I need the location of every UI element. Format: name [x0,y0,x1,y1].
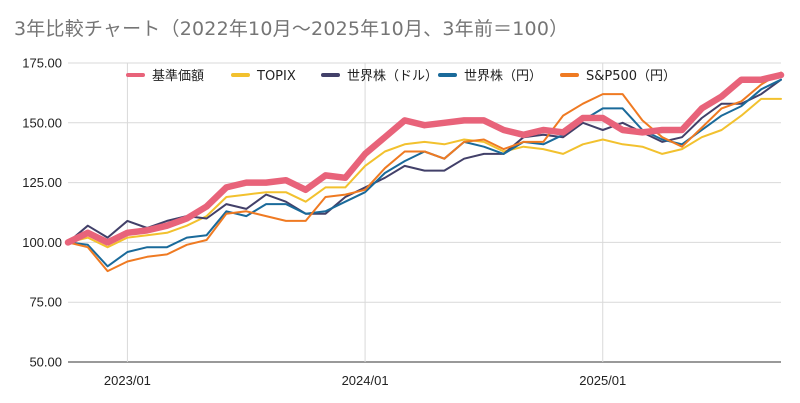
y-tick-label: 75.00 [29,295,62,310]
series-line-1 [67,97,782,249]
gridlines [68,62,781,363]
legend-item-1: TOPIX [231,69,296,84]
legend-label: TOPIX [256,69,296,84]
y-tick-label: 50.00 [29,355,62,370]
series-line-3 [67,78,782,268]
y-tick-label: 125.00 [22,175,62,190]
series-line-2 [67,78,782,244]
y-tick-label: 100.00 [22,235,62,250]
y-tick-label: 150.00 [22,115,62,130]
x-tick-label: 2025/01 [579,373,626,388]
x-tick-label: 2023/01 [104,373,151,388]
legend-label: 世界株（円） [464,69,542,84]
series-line-0 [64,71,785,246]
x-tick-label: 2024/01 [342,373,389,388]
legend-item-0: 基準価額 [126,68,204,84]
chart-title: 3年比較チャート（2022年10月〜2025年10月、3年前＝100） [14,18,569,40]
legend-label: 基準価額 [152,68,204,84]
y-axis-tick-labels: 50.00 75.00 100.00 125.00 150.00 175.00 [22,56,62,370]
legend-label: S&P500（円） [586,69,676,84]
x-axis-tick-labels: 2023/01 2024/01 2025/01 [104,373,626,388]
y-tick-label: 175.00 [22,56,62,71]
series-lines [64,71,785,273]
legend-item-2: 世界株（ドル） [321,69,438,84]
legend: 基準価額 TOPIX 世界株（ドル） 世界株（円） S&P500（円） [126,68,676,84]
legend-label: 世界株（ドル） [347,69,438,84]
legend-item-3: 世界株（円） [438,69,542,84]
legend-item-4: S&P500（円） [560,69,676,84]
series-line-4 [67,71,782,273]
